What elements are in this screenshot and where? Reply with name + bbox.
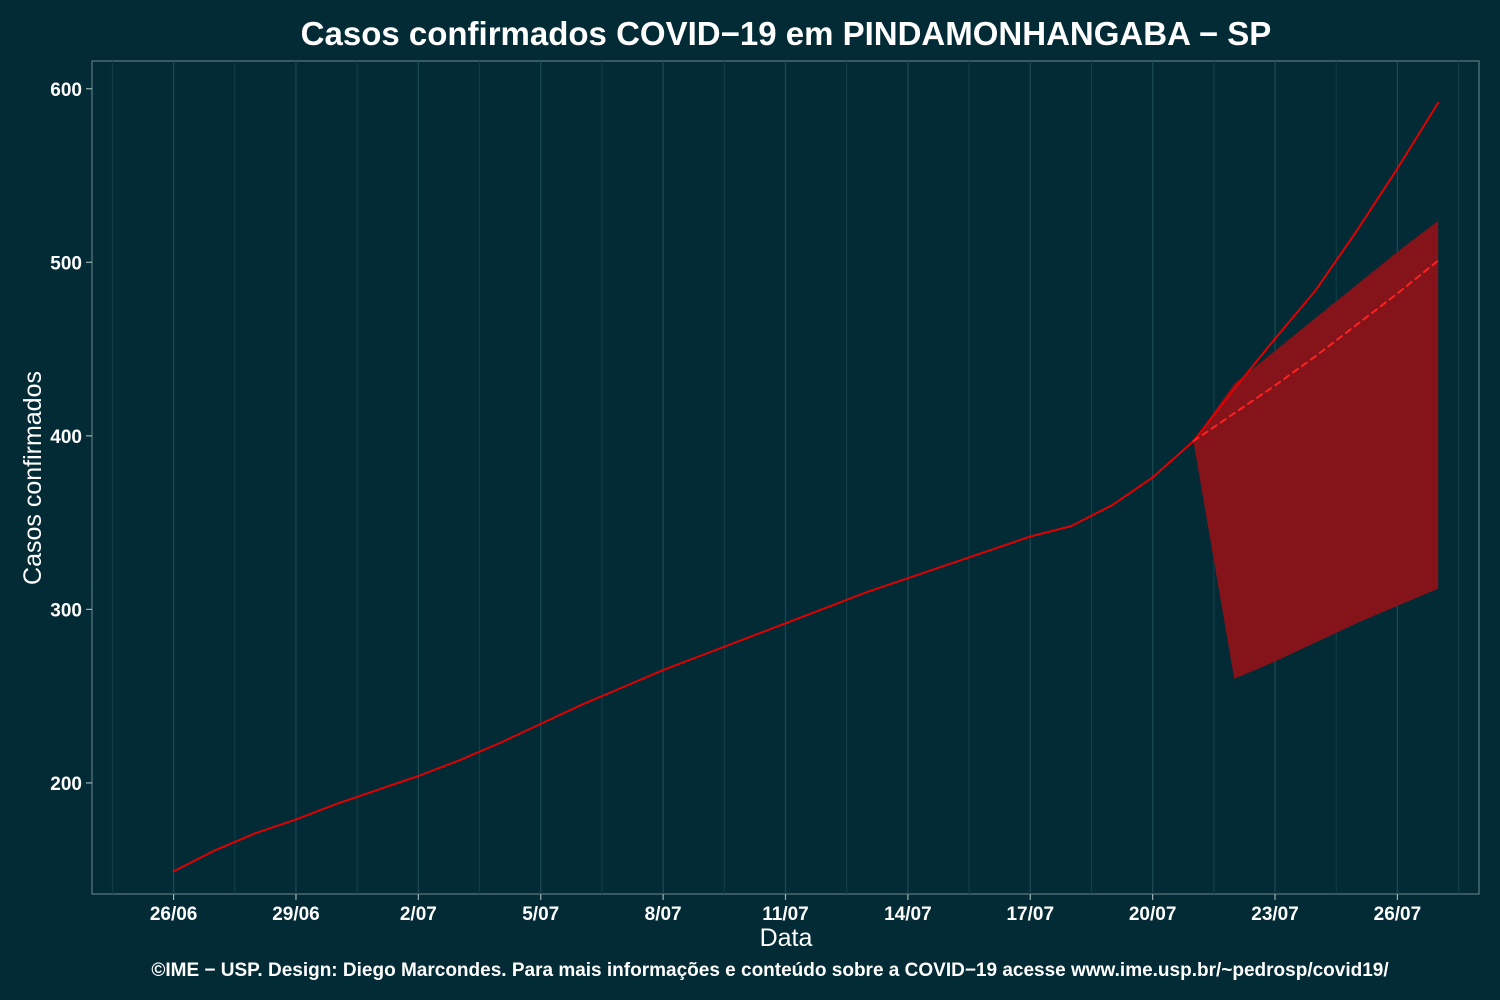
x-axis-ticks: 26/06 29/06 2/07 5/07 8/07 11/07 14/07 17/07 20/… bbox=[150, 894, 1421, 925]
caption: ©IME − USP. Design: Diego Marcondes. Par… bbox=[151, 960, 1389, 981]
y-tick-label: 400 bbox=[50, 427, 82, 448]
series-line-confirmed bbox=[172, 101, 1440, 873]
band-layer bbox=[1193, 220, 1439, 679]
x-tick-label: 2/07 bbox=[400, 904, 437, 925]
x-tick-label: 29/06 bbox=[272, 904, 320, 925]
x-tick-label: 8/07 bbox=[645, 904, 682, 925]
x-axis-label: Data bbox=[760, 924, 813, 952]
y-tick-label: 500 bbox=[50, 253, 82, 274]
chart-title: Casos confirmados COVID−19 em PINDAMONHA… bbox=[301, 15, 1272, 52]
y-tick-label: 200 bbox=[50, 774, 82, 795]
x-tick-label: 20/07 bbox=[1129, 904, 1177, 925]
series-line-prediction bbox=[1192, 259, 1440, 443]
x-tick-label: 26/06 bbox=[150, 904, 198, 925]
y-axis-label: Casos confirmados bbox=[19, 371, 47, 585]
x-tick-label: 5/07 bbox=[522, 904, 559, 925]
prediction-band bbox=[1193, 220, 1439, 679]
x-tick-label: 23/07 bbox=[1251, 904, 1299, 925]
y-tick-label: 600 bbox=[50, 80, 82, 101]
x-tick-label: 26/07 bbox=[1374, 904, 1422, 925]
x-tick-label: 11/07 bbox=[762, 904, 809, 925]
y-tick-label: 300 bbox=[50, 600, 82, 621]
x-tick-label: 14/07 bbox=[884, 904, 932, 925]
x-tick-label: 17/07 bbox=[1006, 904, 1054, 925]
series-layer bbox=[172, 101, 1440, 873]
y-axis-ticks: 200 300 400 500 600 bbox=[50, 80, 92, 795]
